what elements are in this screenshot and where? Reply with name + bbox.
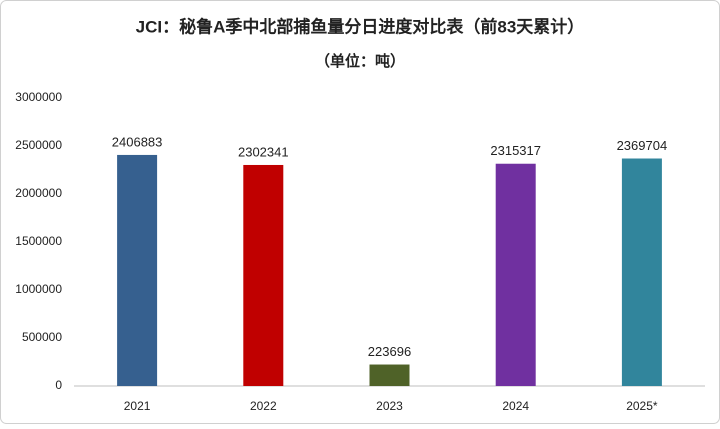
bar xyxy=(621,158,662,386)
y-tick-label: 0 xyxy=(55,378,62,392)
value-label: 2406883 xyxy=(112,134,163,149)
y-tick-label: 1000000 xyxy=(15,282,62,296)
y-tick-label: 500000 xyxy=(22,330,62,344)
bar xyxy=(117,154,158,386)
x-tick-label: 2021 xyxy=(124,399,151,413)
y-tick-label: 2500000 xyxy=(15,138,62,152)
value-label: 223696 xyxy=(368,344,411,359)
chart-subtitle: （单位：吨） xyxy=(315,52,405,70)
x-tick-label: 2025* xyxy=(626,399,658,413)
value-label: 2369704 xyxy=(617,138,668,153)
y-tick-label: 3000000 xyxy=(15,90,62,104)
bar xyxy=(243,164,284,386)
y-tick-label: 2000000 xyxy=(15,186,62,200)
bar xyxy=(369,364,410,386)
x-tick-label: 2023 xyxy=(376,399,403,413)
y-tick-label: 1500000 xyxy=(15,234,62,248)
bar xyxy=(495,163,536,386)
value-label: 2302341 xyxy=(238,144,289,159)
chart-title: JCI：秘鲁A季中北部捕鱼量分日进度对比表（前83天累计） xyxy=(136,16,585,36)
x-tick-label: 2022 xyxy=(250,399,277,413)
x-tick-label: 2024 xyxy=(502,399,529,413)
value-label: 2315317 xyxy=(490,143,541,158)
